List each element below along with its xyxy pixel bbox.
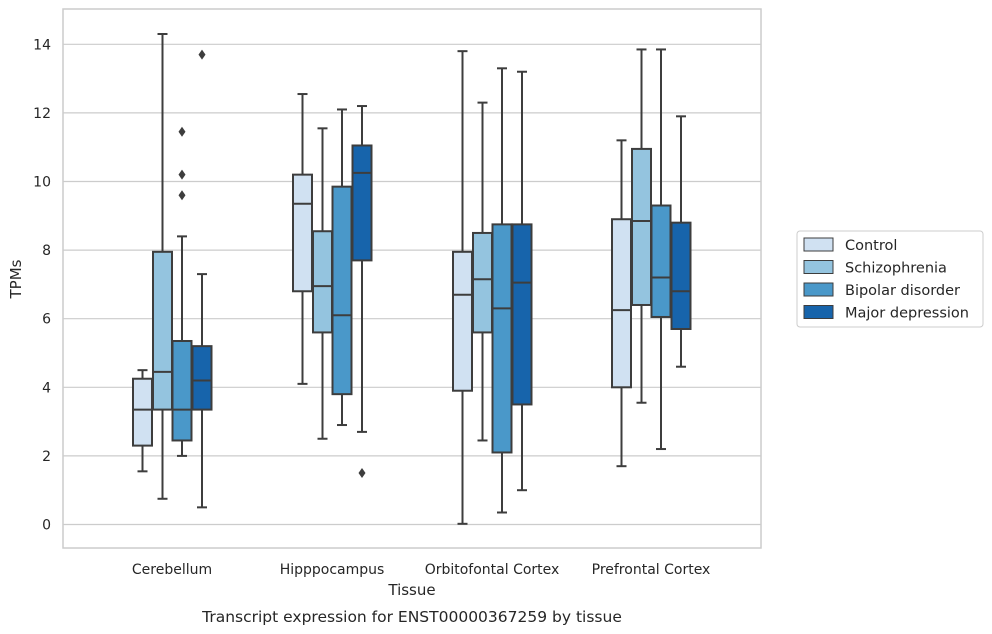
outlier-point	[178, 190, 186, 201]
legend-swatch	[803, 260, 834, 274]
box-control	[452, 50, 473, 525]
x-tick-label: Cerebellum	[132, 562, 212, 578]
plot-area-frame	[62, 8, 762, 549]
legend: Control Schizophrenia Bipolar disorder Majo…	[796, 230, 984, 328]
box-major-depression	[670, 115, 692, 368]
box-iqr	[292, 173, 313, 293]
box-schizophrenia	[631, 48, 652, 404]
box-control	[132, 369, 153, 473]
legend-swatch	[803, 282, 834, 297]
box-schizophrenia	[312, 127, 333, 440]
box-schizophrenia	[152, 33, 173, 500]
y-tick-labels: 0 2 4 6 8 10 12 14	[33, 37, 51, 533]
boxes	[132, 33, 692, 525]
box-bipolar-disorder	[650, 48, 672, 451]
legend-frame	[796, 230, 984, 328]
outlier-point	[358, 468, 366, 479]
x-tick-label: Hipppocampus	[280, 562, 385, 578]
y-tick-label: 14	[33, 37, 51, 53]
outlier-point	[198, 49, 206, 60]
box-iqr	[611, 218, 632, 389]
outlier-point	[178, 126, 186, 137]
box-major-depression	[511, 70, 533, 492]
box-control	[292, 93, 313, 385]
box-iqr	[191, 345, 213, 411]
box-iqr	[491, 223, 513, 454]
box-bipolar-disorder	[331, 108, 353, 427]
box-bipolar-disorder	[171, 126, 193, 457]
box-iqr	[511, 223, 533, 406]
box-major-depression	[191, 49, 213, 509]
box-iqr	[331, 185, 353, 396]
box-iqr	[631, 147, 652, 306]
y-tick-label: 10	[33, 175, 51, 191]
y-tick-label: 2	[42, 449, 51, 465]
y-tick-label: 6	[42, 312, 51, 328]
y-tick-label: 8	[42, 243, 51, 259]
legend-label: Control	[845, 238, 897, 254]
box-iqr	[132, 377, 153, 447]
box-bipolar-disorder	[491, 67, 513, 514]
chart-caption: Transcript expression for ENST0000036725…	[201, 608, 622, 626]
box-iqr	[650, 204, 672, 318]
outlier-point	[178, 169, 186, 180]
x-tick-label: Prefrontal Cortex	[592, 562, 711, 578]
legend-label: Bipolar disorder	[845, 283, 960, 299]
box-iqr	[351, 144, 373, 262]
box-major-depression	[351, 105, 373, 479]
box-schizophrenia	[472, 101, 493, 442]
y-tick-label: 12	[33, 106, 51, 122]
x-axis-label: Tissue	[387, 581, 435, 599]
y-axis-label: TPMs	[7, 259, 25, 299]
y-tick-label: 4	[42, 380, 51, 396]
box-iqr	[472, 231, 493, 334]
box-iqr	[171, 339, 193, 442]
x-tick-label: Orbitofontal Cortex	[425, 562, 560, 578]
box-iqr	[312, 230, 333, 334]
legend-swatch	[803, 305, 834, 319]
box-iqr	[452, 250, 473, 392]
x-tick-labels: Cerebellum Hipppocampus Orbitofontal Corte…	[132, 562, 710, 578]
legend-label: Major depression	[845, 306, 969, 322]
legend-swatch	[803, 237, 834, 252]
legend-label: Schizophrenia	[845, 261, 947, 277]
box-iqr	[152, 250, 173, 411]
box-control	[611, 139, 632, 468]
y-tick-label: 0	[42, 518, 51, 534]
box-iqr	[670, 221, 692, 330]
